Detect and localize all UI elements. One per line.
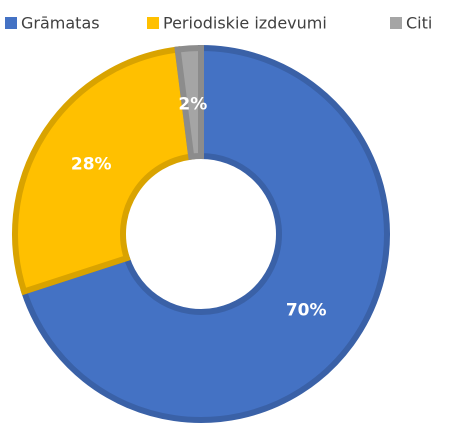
legend-swatch — [147, 17, 159, 29]
legend-label: Grāmatas — [21, 14, 100, 33]
data-label: 70% — [286, 300, 327, 320]
data-label: 28% — [71, 154, 112, 174]
slice — [12, 46, 195, 296]
legend-swatch — [5, 17, 17, 29]
legend-swatch — [390, 17, 402, 29]
legend-label: Periodiskie izdevumi — [163, 14, 327, 33]
legend-label: Citi — [406, 14, 432, 33]
data-label: 2% — [178, 94, 207, 114]
slice — [20, 44, 390, 423]
slice — [174, 44, 204, 160]
